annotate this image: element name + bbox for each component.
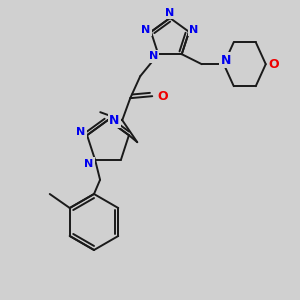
Text: N: N [220,54,231,67]
Text: N: N [109,114,119,127]
Text: N: N [76,127,86,137]
Text: N: N [141,25,151,35]
Text: O: O [157,90,168,103]
Text: N: N [148,51,158,61]
Text: N: N [165,8,175,18]
Text: N: N [84,159,94,169]
Text: O: O [268,58,279,71]
Text: N: N [189,25,199,35]
